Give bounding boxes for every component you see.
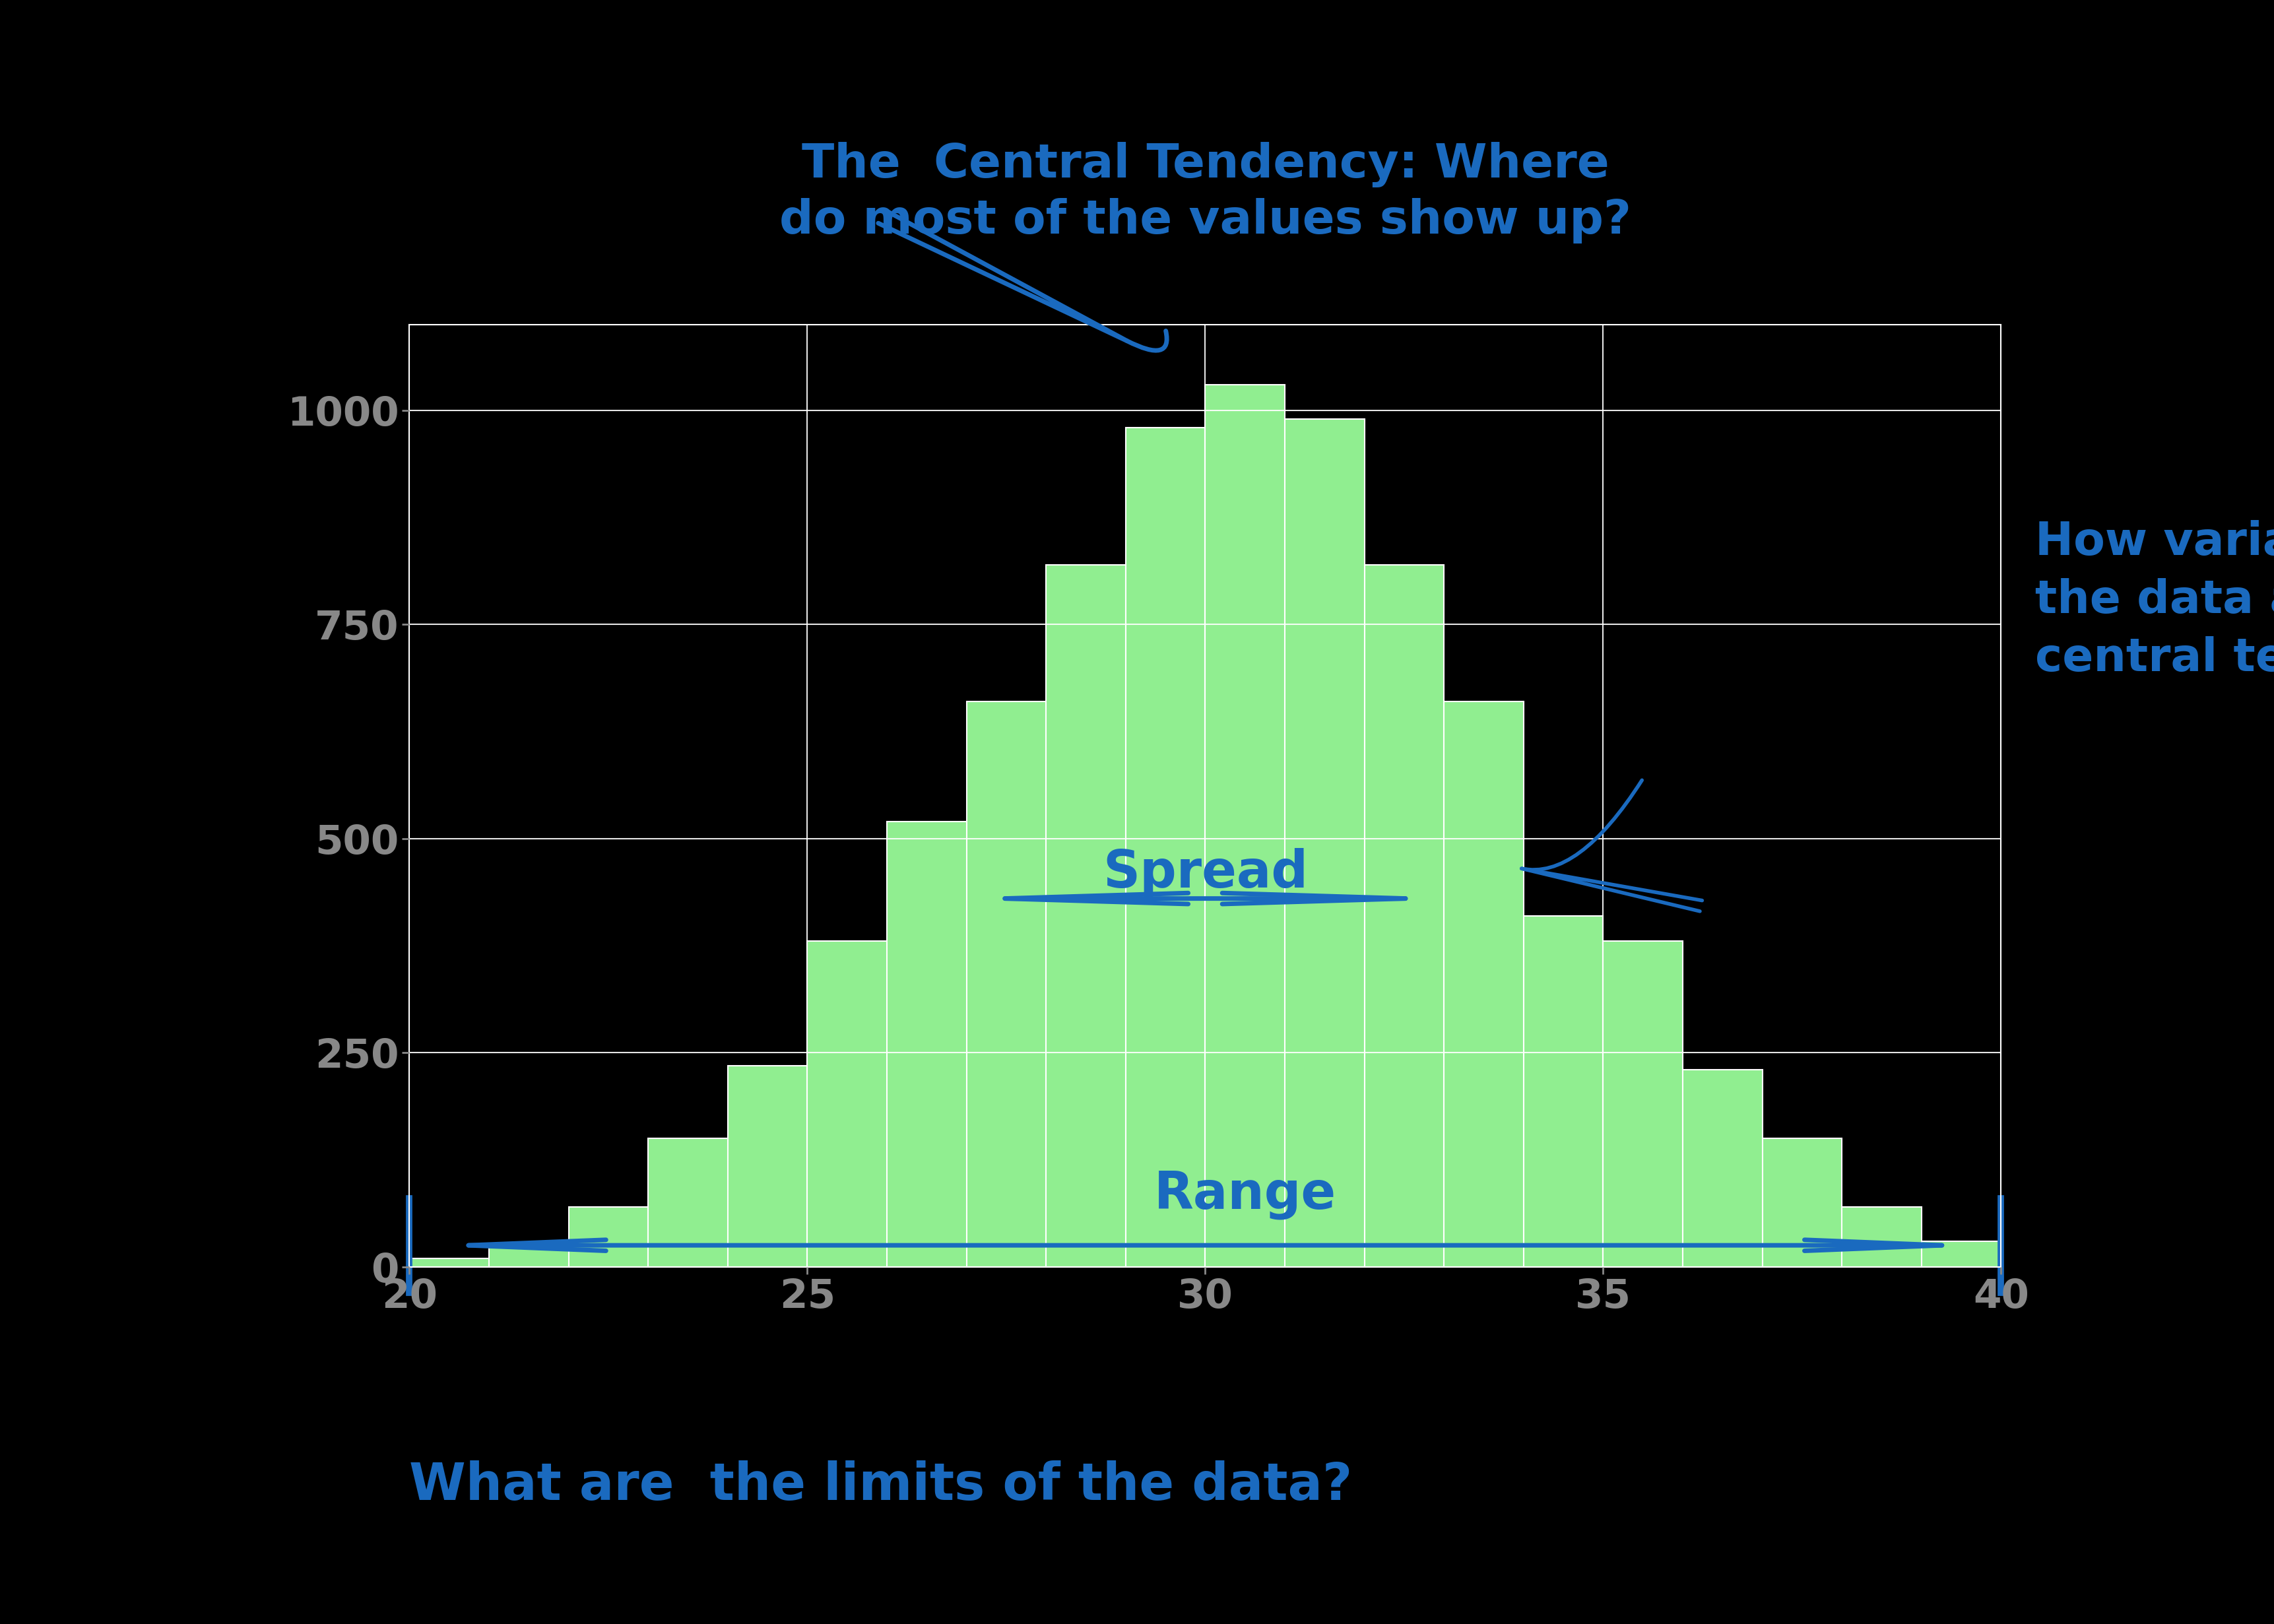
Bar	[648, 1138, 728, 1267]
Bar	[1603, 942, 1683, 1267]
Text: What are  the limits of the data?: What are the limits of the data?	[409, 1460, 1353, 1510]
Text: Spread: Spread	[1103, 848, 1308, 898]
Bar	[1762, 1138, 1842, 1267]
Text: How variable are
the data about the
central tendency?: How variable are the data about the cent…	[2035, 520, 2274, 680]
Bar	[1524, 916, 1603, 1267]
Bar	[1364, 565, 1444, 1267]
Bar	[489, 1246, 568, 1267]
Bar	[1285, 419, 1364, 1267]
Bar	[1842, 1207, 1922, 1267]
Bar	[728, 1065, 807, 1267]
Bar	[1046, 565, 1126, 1267]
Bar	[409, 1259, 489, 1267]
Bar	[1126, 427, 1205, 1267]
Text: The  Central Tendency: Where
do most of the values show up?: The Central Tendency: Where do most of t…	[780, 141, 1630, 244]
Text: Range: Range	[1153, 1169, 1337, 1220]
Bar	[1922, 1241, 2001, 1267]
Bar	[1444, 702, 1524, 1267]
Bar	[887, 822, 966, 1267]
Bar	[568, 1207, 648, 1267]
Bar	[1205, 385, 1285, 1267]
Bar	[1683, 1070, 1762, 1267]
Bar	[807, 942, 887, 1267]
Bar	[966, 702, 1046, 1267]
